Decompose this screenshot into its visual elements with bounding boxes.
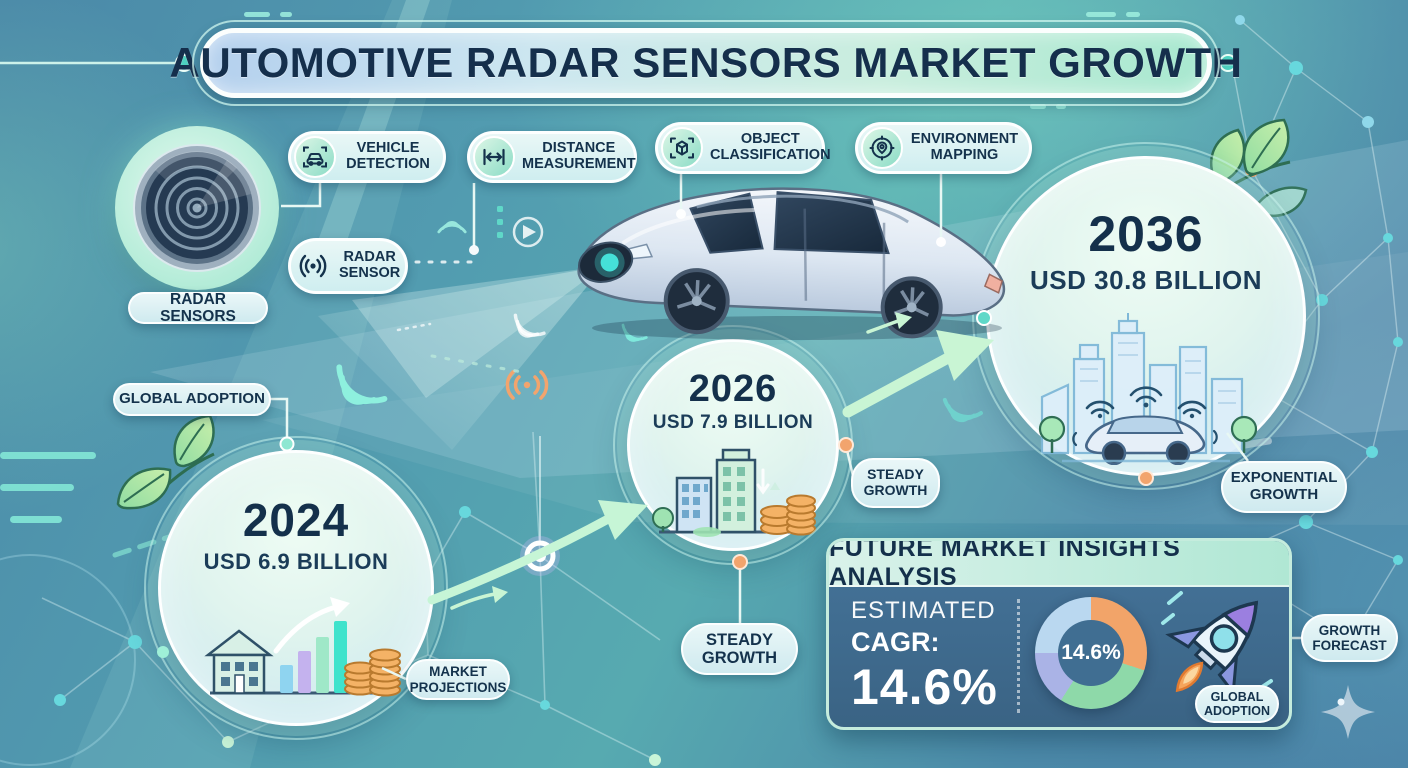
steady-growth-badge-right: STEADY GROWTH bbox=[851, 458, 940, 508]
feature-vehicle-detection: VEHICLE DETECTION bbox=[288, 131, 446, 183]
global-adoption-badge: GLOBAL ADOPTION bbox=[113, 383, 271, 416]
leaves-left-icon bbox=[116, 414, 215, 510]
smart-city-art bbox=[1038, 313, 1258, 465]
milestone-value: USD 30.8 BILLION bbox=[1030, 265, 1262, 295]
growth-chart-art bbox=[204, 597, 401, 697]
growth-forecast-badge: GROWTH FORECAST bbox=[1301, 614, 1398, 662]
insights-panel-title: FUTURE MARKET INSIGHTS ANALYSIS bbox=[829, 538, 1181, 591]
feature-label: OBJECT CLASSIFICATION bbox=[710, 131, 831, 163]
city-growth-art bbox=[652, 448, 816, 537]
market-projections-badge: MARKET PROJECTIONS bbox=[406, 659, 510, 700]
global-adoption-badge-panel: GLOBAL ADOPTION bbox=[1195, 685, 1279, 723]
environment-mapping-icon bbox=[861, 127, 903, 169]
insights-panel-header: FUTURE MARKET INSIGHTS ANALYSIS bbox=[829, 541, 1289, 591]
cagr-donut-hole: 14.6% bbox=[1058, 620, 1124, 686]
milestone-2024-circle: 2024 USD 6.9 BILLION bbox=[144, 436, 448, 740]
page-title: AUTOMOTIVE RADAR SENSORS MARKET GROWTH bbox=[169, 39, 1243, 86]
dotted-divider bbox=[1017, 599, 1020, 713]
milestone-year: 2036 bbox=[1088, 206, 1204, 262]
milestone-year: 2024 bbox=[242, 494, 350, 546]
radar-wave-orange-icon bbox=[505, 370, 549, 400]
car-illustration bbox=[577, 187, 1006, 340]
distance-measurement-icon bbox=[473, 136, 515, 178]
milestone-2036-circle: 2036 USD 30.8 BILLION bbox=[972, 142, 1320, 490]
exponential-growth-badge: EXPONENTIAL GROWTH bbox=[1221, 461, 1347, 513]
object-classification-icon bbox=[661, 127, 703, 169]
feature-label: VEHICLE DETECTION bbox=[346, 140, 430, 172]
radar-sensors-label: RADAR SENSORS bbox=[128, 291, 268, 325]
feature-object-classification: OBJECT CLASSIFICATION bbox=[655, 122, 831, 174]
milestone-value: USD 6.9 BILLION bbox=[203, 549, 389, 574]
radar-dish-icon bbox=[133, 144, 261, 272]
radar-device bbox=[115, 126, 279, 290]
vehicle-detection-icon bbox=[294, 136, 336, 178]
cagr-block: ESTIMATED CAGR: 14.6% bbox=[851, 597, 998, 716]
feature-distance-measurement: DISTANCE MEASUREMENT bbox=[467, 131, 637, 183]
radar-sensor-label: RADAR SENSOR bbox=[339, 249, 401, 281]
milestone-2026-circle: 2026 USD 7.9 BILLION bbox=[613, 325, 853, 565]
milestone-year: 2026 bbox=[688, 368, 778, 410]
play-icon bbox=[512, 216, 544, 248]
feature-label: DISTANCE MEASUREMENT bbox=[522, 140, 636, 172]
rocket-icon bbox=[1161, 591, 1273, 705]
radar-wave-icon bbox=[294, 247, 332, 285]
insights-panel: FUTURE MARKET INSIGHTS ANALYSIS ESTIMATE… bbox=[826, 538, 1292, 730]
title-banner: AUTOMOTIVE RADAR SENSORS MARKET GROWTH bbox=[170, 20, 1242, 106]
feature-environment-mapping: ENVIRONMENT MAPPING bbox=[855, 122, 1032, 174]
car-mini-icon bbox=[1072, 415, 1218, 465]
radar-sensor-badge: RADAR SENSOR bbox=[288, 238, 408, 294]
steady-growth-badge-bottom: STEADY GROWTH bbox=[681, 623, 798, 675]
feature-label: ENVIRONMENT MAPPING bbox=[910, 131, 1019, 163]
cagr-donut-label: 14.6% bbox=[1061, 641, 1121, 664]
cagr-donut: 14.6% bbox=[1035, 597, 1147, 709]
cagr-value: 14.6% bbox=[851, 659, 998, 715]
milestone-value: USD 7.9 BILLION bbox=[652, 412, 814, 433]
estimated-label: ESTIMATED bbox=[851, 597, 996, 624]
cagr-label: CAGR: bbox=[851, 627, 940, 657]
